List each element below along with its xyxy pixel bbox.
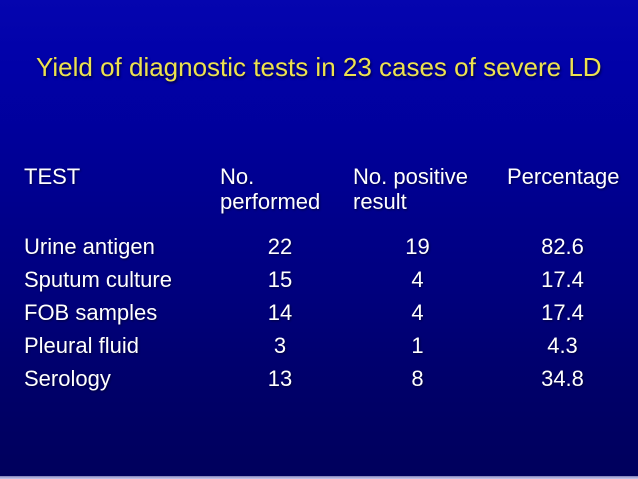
table-row: Serology 13 8 34.8 <box>24 362 630 395</box>
column-header-label: No. <box>220 164 255 189</box>
test-name-cell: Pleural fluid <box>24 333 139 358</box>
column-header-label: TEST <box>24 164 81 189</box>
bottom-edge-line <box>0 476 638 479</box>
no-positive-cell: 4 <box>411 300 424 325</box>
no-performed-cell: 15 <box>267 267 293 292</box>
column-header-no-positive: No. positive result <box>340 164 495 230</box>
table-row: Urine antigen 22 19 82.6 <box>24 230 630 263</box>
no-positive-cell: 19 <box>405 234 430 259</box>
no-performed-cell: 3 <box>273 333 287 358</box>
column-header-label: result <box>353 189 407 214</box>
column-header-test: TEST <box>24 164 220 230</box>
percentage-cell: 4.3 <box>547 333 578 358</box>
no-positive-cell: 1 <box>411 333 424 358</box>
test-name-cell: FOB samples <box>24 300 158 325</box>
column-header-percentage: Percentage <box>495 164 630 230</box>
table-row: Pleural fluid 3 1 4.3 <box>24 329 630 362</box>
percentage-cell: 82.6 <box>541 234 584 259</box>
table-header-row: TEST No. performed No. positive result P… <box>24 164 630 230</box>
percentage-cell: 17.4 <box>541 300 584 325</box>
no-performed-cell: 13 <box>267 366 293 391</box>
column-header-no-performed: No. performed <box>220 164 340 230</box>
no-positive-cell: 4 <box>411 267 424 292</box>
slide-title: Yield of diagnostic tests in 23 cases of… <box>36 52 602 82</box>
column-header-label: Percentage <box>507 164 620 189</box>
percentage-cell: 17.4 <box>541 267 584 292</box>
column-header-label: performed <box>220 189 321 214</box>
column-header-label: No. positive <box>353 164 468 189</box>
no-performed-cell: 14 <box>267 300 293 325</box>
table-row: FOB samples 14 4 17.4 <box>24 296 630 329</box>
percentage-cell: 34.8 <box>541 366 584 391</box>
test-name-cell: Sputum culture <box>24 267 172 292</box>
test-name-cell: Urine antigen <box>24 234 155 259</box>
no-performed-cell: 22 <box>267 234 293 259</box>
no-positive-cell: 8 <box>411 366 424 391</box>
table-row: Sputum culture 15 4 17.4 <box>24 263 630 296</box>
test-name-cell: Serology <box>24 366 111 391</box>
diagnostic-yield-table: TEST No. performed No. positive result P… <box>24 164 630 395</box>
